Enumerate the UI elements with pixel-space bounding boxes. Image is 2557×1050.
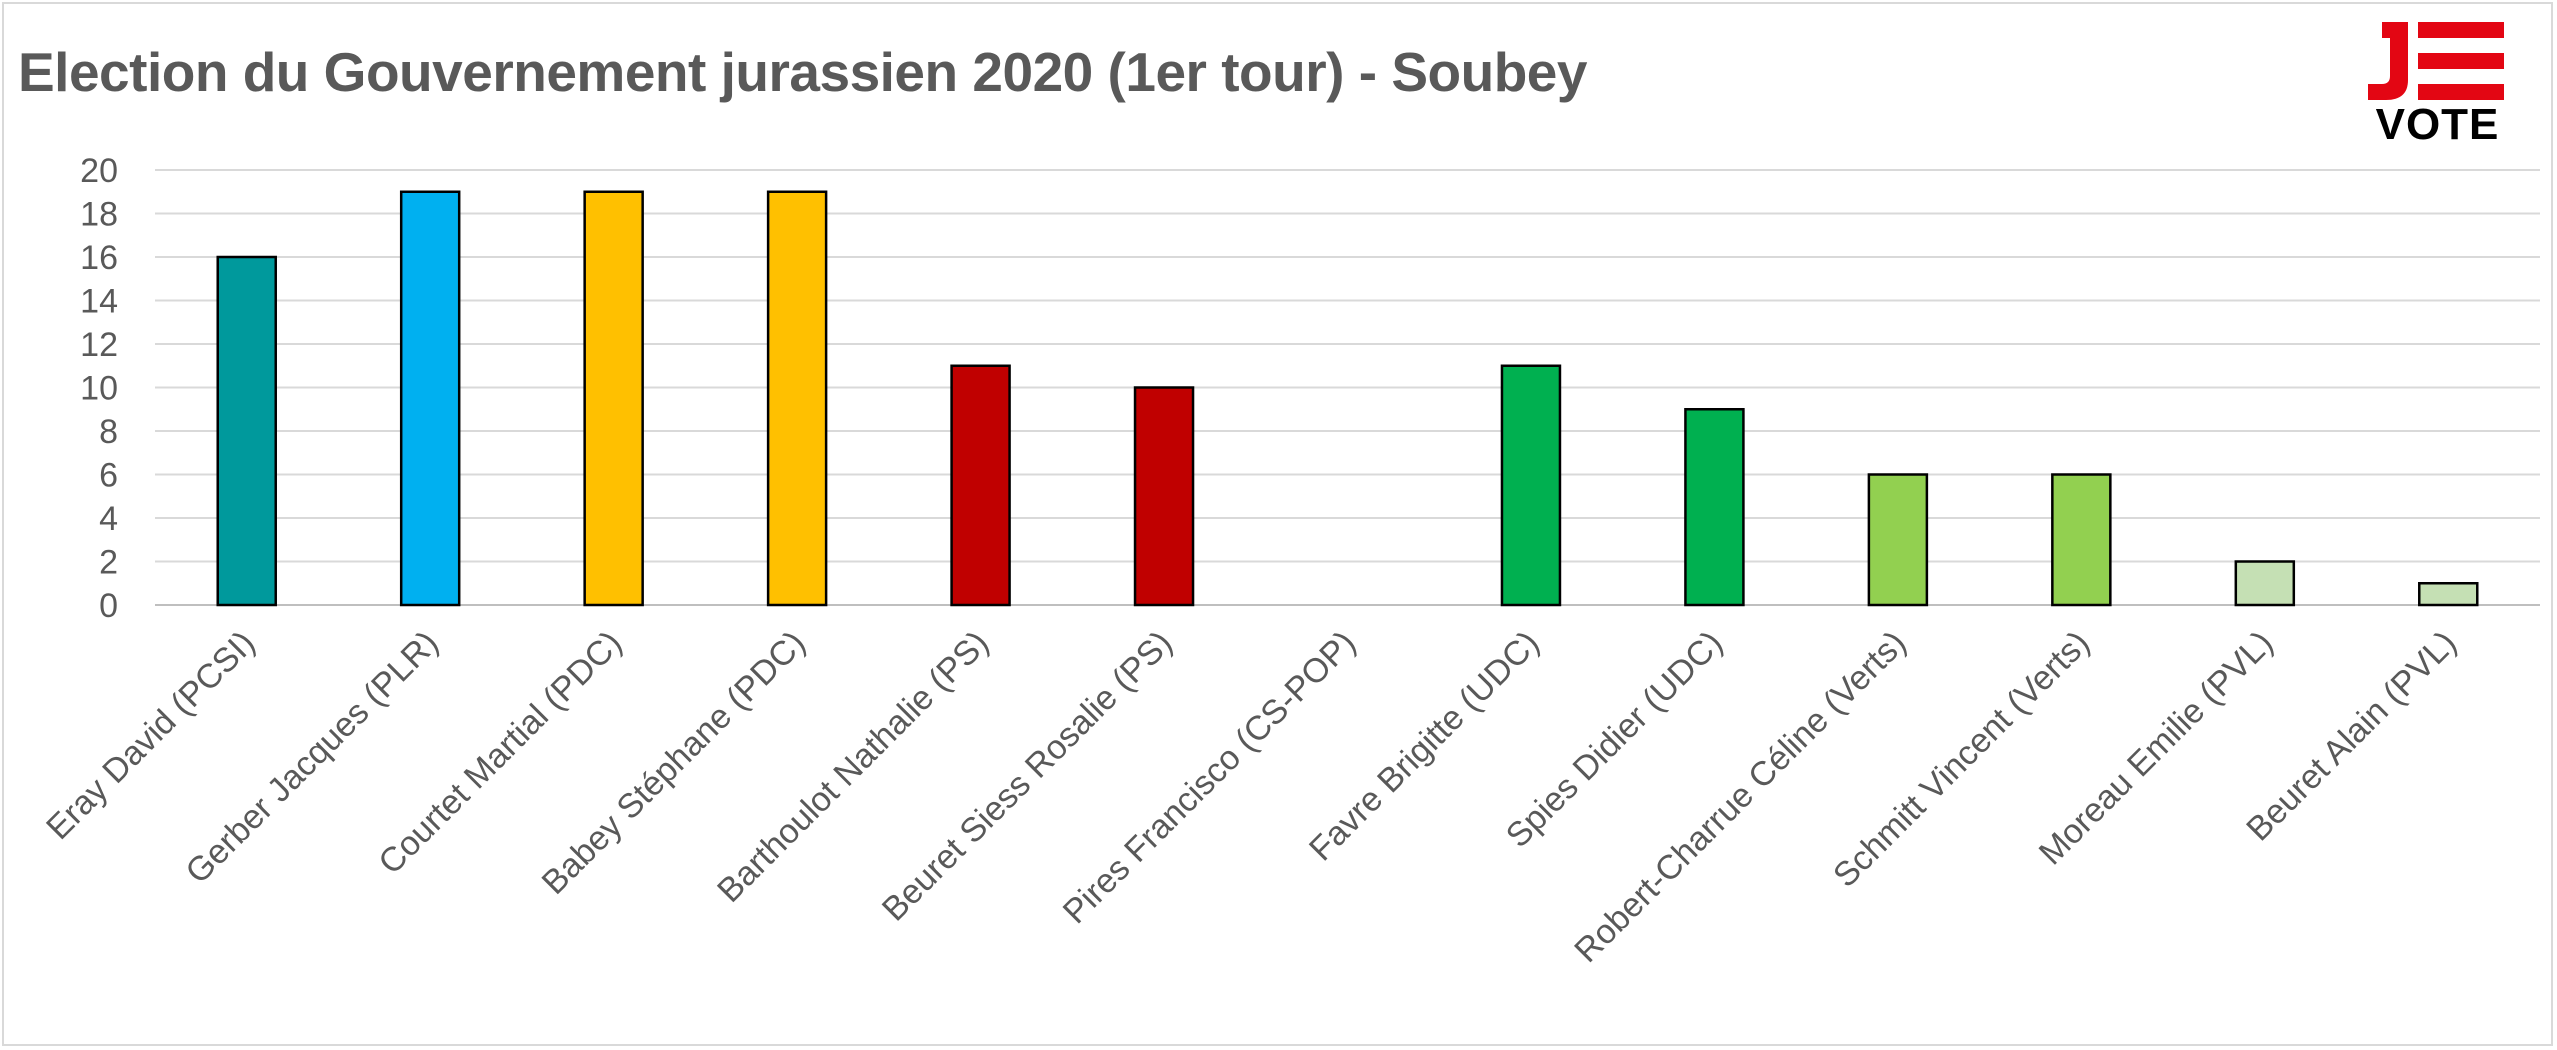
y-tick-label: 16 bbox=[80, 239, 118, 277]
bar bbox=[1684, 408, 1745, 607]
logo-j-shape bbox=[2368, 22, 2408, 100]
y-tick-label: 14 bbox=[80, 283, 118, 321]
logo-e-bar-bottom bbox=[2418, 84, 2504, 100]
logo-e-bar-top bbox=[2418, 22, 2504, 38]
y-tick-label: 20 bbox=[80, 152, 118, 190]
y-tick-label: 6 bbox=[99, 457, 118, 495]
bar bbox=[216, 255, 277, 607]
chart-title: Election du Gouvernement jurassien 2020 … bbox=[18, 41, 1587, 103]
bar bbox=[399, 190, 461, 607]
y-tick-label: 10 bbox=[80, 370, 118, 408]
bar bbox=[2051, 473, 2112, 607]
bar bbox=[766, 190, 828, 607]
bar bbox=[2234, 560, 2296, 607]
je-vote-logo-icon bbox=[2368, 22, 2504, 100]
bar bbox=[2418, 582, 2479, 607]
y-tick-label: 2 bbox=[99, 544, 118, 582]
y-tick-label: 12 bbox=[80, 326, 118, 364]
logo-e-bar-middle bbox=[2418, 53, 2504, 69]
y-tick-label: 18 bbox=[80, 196, 118, 234]
bar bbox=[950, 364, 1011, 607]
logo-word: VOTE bbox=[2375, 100, 2500, 149]
y-tick-label: 0 bbox=[99, 587, 118, 625]
bar bbox=[583, 190, 644, 607]
category-label: Robert-Charrue Céline (Verts) bbox=[1567, 624, 1913, 970]
y-tick-label: 8 bbox=[99, 413, 118, 451]
bar bbox=[1867, 473, 1929, 607]
category-label: Pires Francisco (CS-POP) bbox=[1056, 624, 1363, 931]
bar bbox=[1133, 386, 1195, 607]
y-tick-label: 4 bbox=[99, 500, 118, 538]
category-label: Beuret Siess Rosalie (PS) bbox=[875, 624, 1180, 929]
bar bbox=[1500, 364, 1562, 607]
